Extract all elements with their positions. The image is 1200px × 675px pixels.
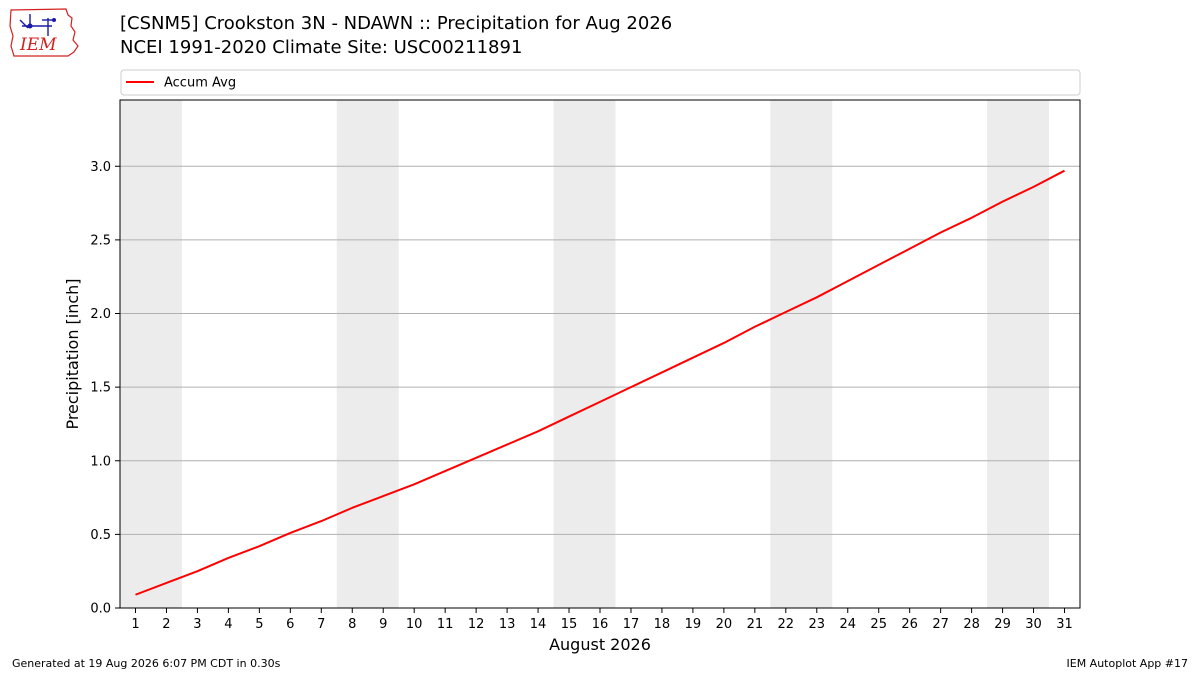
y-tick-label-4: 2.0	[90, 307, 111, 322]
weekend-shading	[120, 100, 1050, 608]
y-tick-label-6: 3.0	[90, 160, 111, 175]
x-tick-label-22: 22	[778, 617, 795, 632]
legend-box	[120, 69, 1081, 96]
iem-logo-graphic: IEM	[9, 8, 79, 57]
x-tick-label-14: 14	[530, 617, 547, 632]
x-tick-label-31: 31	[1056, 617, 1073, 632]
x-tick-label-25: 25	[870, 617, 887, 632]
x-tick-label-4: 4	[224, 617, 232, 632]
x-axis: 1 2 3 4 5 6 7 8 9 10 11 12 13 14 15 16 17 18 19 20 21 22 23 24 2…	[131, 608, 1073, 632]
weekend-band-5	[987, 100, 1050, 608]
x-tick-label-12: 12	[468, 617, 485, 632]
x-tick-label-2: 2	[162, 617, 170, 632]
x-tick-label-5: 5	[255, 617, 263, 632]
y-tick-label-3: 1.5	[90, 381, 111, 396]
generated-timestamp: Generated at 19 Aug 2026 6:07 PM CDT in …	[12, 657, 281, 670]
x-tick-label-17: 17	[623, 617, 640, 632]
legend: Accum Avg	[120, 69, 1081, 96]
x-tick-label-20: 20	[716, 617, 733, 632]
series-line-0	[135, 169, 1065, 596]
x-tick-label-9: 9	[379, 617, 387, 632]
x-tick-label-10: 10	[406, 617, 423, 632]
x-tick-label-16: 16	[592, 617, 609, 632]
iem-logo: IEM	[8, 6, 80, 58]
weekend-band-2	[336, 100, 399, 608]
weekend-band-3	[553, 100, 616, 608]
x-tick-label-3: 3	[193, 617, 201, 632]
x-tick-label-11: 11	[437, 617, 454, 632]
series-layer	[135, 169, 1065, 596]
iem-logo-text: IEM	[19, 35, 57, 55]
x-tick-label-8: 8	[348, 617, 356, 632]
weekend-band-1	[120, 100, 182, 608]
x-tick-label-26: 26	[901, 617, 918, 632]
y-tick-label-1: 0.5	[90, 528, 111, 543]
x-tick-label-1: 1	[131, 617, 139, 632]
chart-subtitle: NCEI 1991-2020 Climate Site: USC00211891	[120, 37, 523, 58]
chart-title: [CSNM5] Crookston 3N - NDAWN :: Precipit…	[120, 13, 673, 34]
x-tick-label-15: 15	[561, 617, 578, 632]
x-tick-label-28: 28	[963, 617, 980, 632]
x-tick-label-18: 18	[654, 617, 671, 632]
x-tick-label-29: 29	[994, 617, 1011, 632]
x-tick-label-6: 6	[286, 617, 294, 632]
x-tick-label-24: 24	[839, 617, 856, 632]
x-tick-label-13: 13	[499, 617, 516, 632]
y-tick-label-5: 2.5	[90, 233, 111, 248]
legend-label: Accum Avg	[164, 76, 236, 91]
y-gridlines	[120, 165, 1080, 535]
app-credit: IEM Autoplot App #17	[1066, 657, 1189, 670]
y-axis-label: Precipitation [inch]	[63, 278, 82, 429]
x-tick-label-27: 27	[932, 617, 949, 632]
y-axis: 0.0 0.5 1.0 1.5 2.0 2.5 3.0	[90, 160, 120, 617]
x-tick-label-7: 7	[317, 617, 325, 632]
x-tick-label-21: 21	[747, 617, 764, 632]
x-axis-label: August 2026	[549, 635, 651, 654]
y-tick-label-2: 1.0	[90, 454, 111, 469]
y-tick-label-0: 0.0	[90, 602, 111, 617]
x-tick-label-30: 30	[1025, 617, 1042, 632]
x-tick-label-23: 23	[809, 617, 826, 632]
weekend-band-4	[770, 100, 833, 608]
x-tick-label-19: 19	[685, 617, 702, 632]
